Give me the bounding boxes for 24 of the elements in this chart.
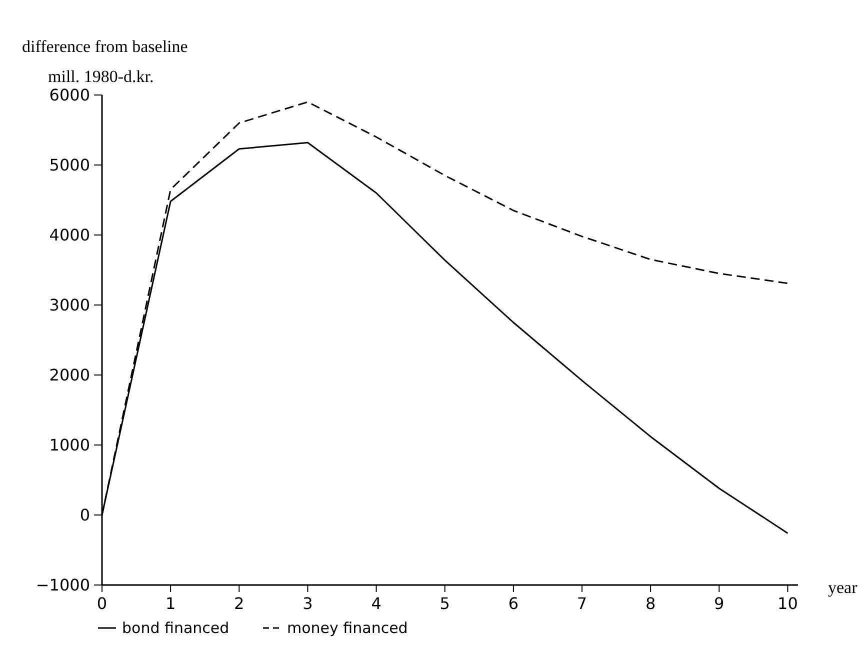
y-tick-label: 4000 (49, 226, 90, 245)
y-tick-label: 1000 (49, 436, 90, 455)
y-tick-label: 5000 (49, 156, 90, 175)
x-axis-title: year (828, 578, 858, 597)
legend-label: money financed (287, 619, 408, 637)
x-tick-label: 0 (96, 594, 108, 613)
x-tick-label: 10 (778, 594, 798, 613)
x-tick-label: 7 (576, 594, 588, 613)
y-tick-label: 6000 (49, 86, 90, 105)
x-tick-label: 9 (714, 594, 724, 613)
x-tick-label: 4 (371, 594, 382, 613)
x-tick-label: 5 (440, 594, 450, 613)
x-tick-label: 3 (302, 594, 313, 613)
chart-title: difference from baseline (22, 37, 188, 56)
y-tick-label: 0 (80, 506, 90, 525)
x-tick-label: 6 (508, 594, 519, 613)
y-axis-title: mill. 1980-d.kr. (48, 67, 154, 86)
y-tick-label: 3000 (49, 296, 90, 315)
x-tick-label: 1 (165, 594, 176, 613)
x-tick-label: 8 (645, 594, 656, 613)
y-tick-label: −1000 (36, 576, 90, 595)
y-tick-label: 2000 (49, 366, 90, 385)
legend-label: bond financed (122, 619, 230, 637)
x-tick-label: 2 (234, 594, 244, 613)
